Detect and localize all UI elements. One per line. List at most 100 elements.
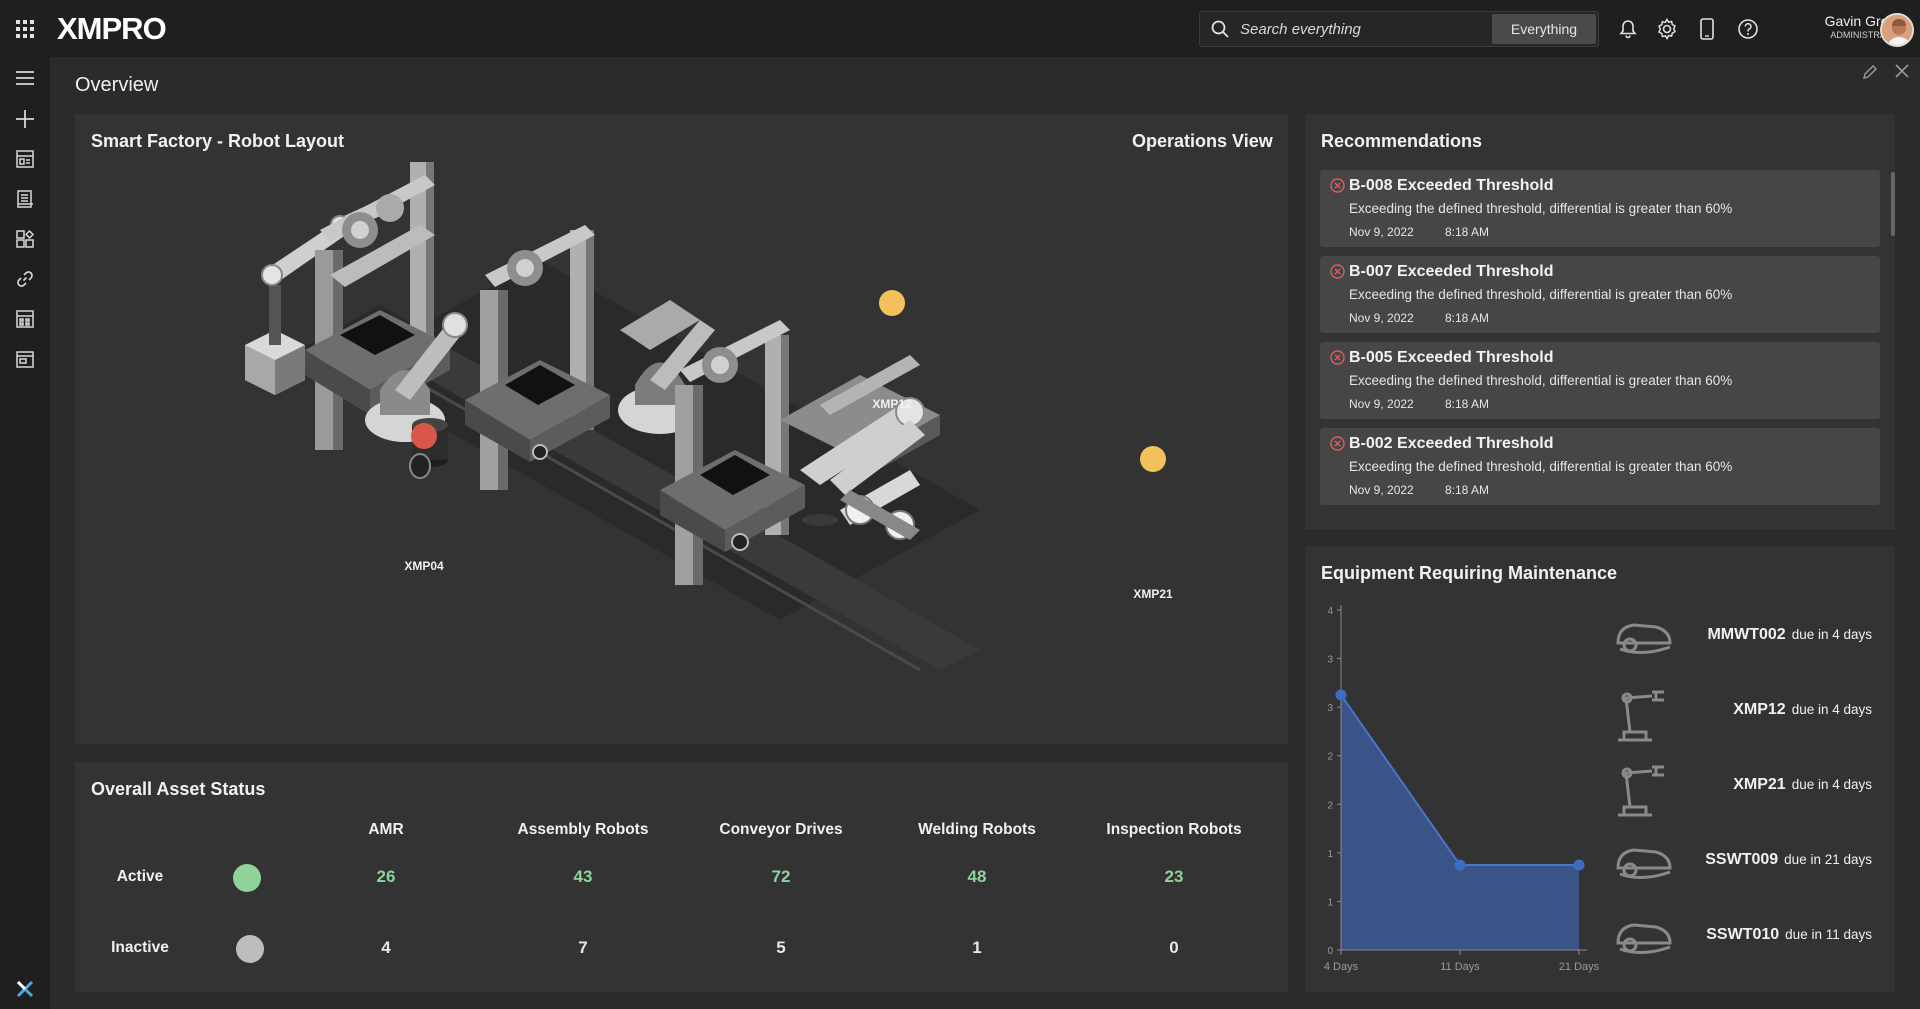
gear-icon[interactable]: [1655, 17, 1679, 41]
robot-arm-right: [802, 420, 925, 540]
calculator-icon[interactable]: [12, 306, 38, 332]
asset-status-title: Overall Asset Status: [91, 779, 266, 799]
search-icon[interactable]: [1200, 20, 1240, 38]
factory-panel-title: Smart Factory - Robot Layout: [91, 131, 345, 151]
column-header-assembly-robots: Assembly Robots: [517, 821, 649, 838]
maintenance-title: Equipment Requiring Maintenance: [1321, 563, 1618, 583]
amr-icon: [1612, 613, 1674, 664]
maintenance-item-due: due in 21 days: [1784, 852, 1872, 867]
search-scope-dropdown[interactable]: Everything: [1492, 14, 1596, 44]
inactive-assembly-robots-value: 7: [578, 938, 588, 957]
help-icon[interactable]: [1736, 17, 1760, 41]
recommendation-date: Nov 9, 2022: [1349, 483, 1414, 497]
y-tick-label: 3: [1327, 655, 1333, 666]
recommendation-time: 8:18 AM: [1445, 225, 1490, 239]
marker-xmp21[interactable]: [1140, 446, 1166, 472]
mobile-device-icon[interactable]: [1695, 17, 1719, 41]
column-header-welding-robots: Welding Robots: [918, 821, 1036, 838]
recommendation-card[interactable]: B-007 Exceeded Threshold Exceeding the d…: [1320, 256, 1880, 333]
link-icon[interactable]: [12, 266, 38, 292]
marker-label-xmp12: XMP12: [872, 397, 912, 411]
recommendation-title: B-005 Exceeded Threshold: [1349, 349, 1554, 366]
maintenance-chart: 0 1 1 2 2 3 3 4 4 Days 11 Days 21 Days: [1324, 605, 1600, 973]
asset-status-panel: [75, 762, 1288, 992]
recommendation-title: B-007 Exceeded Threshold: [1349, 263, 1554, 280]
xmpro-mark-icon[interactable]: [12, 976, 38, 1002]
maintenance-item-id: SSWT009: [1705, 851, 1779, 868]
error-circle-icon: [1330, 350, 1345, 370]
top-bar: XMPRO: [0, 0, 1920, 57]
active-status-dot: [233, 864, 261, 892]
recommendation-title: B-008 Exceeded Threshold: [1349, 177, 1554, 194]
maintenance-item[interactable]: XMP21 due in 4 days: [1612, 758, 1892, 818]
recommendations-scrollbar[interactable]: [1891, 172, 1895, 236]
maintenance-item-id: XMP12: [1733, 701, 1786, 718]
y-tick-label: 2: [1327, 800, 1333, 811]
active-conveyor-drives-value: 72: [771, 867, 791, 886]
inactive-welding-robots-value: 1: [972, 938, 982, 957]
maintenance-item-due: due in 4 days: [1791, 777, 1872, 792]
page-title: Overview: [75, 74, 159, 96]
maintenance-item[interactable]: SSWT009 due in 21 days: [1612, 833, 1892, 893]
x-tick-label: 21 Days: [1559, 961, 1600, 973]
recommendation-description: Exceeding the defined threshold, differe…: [1349, 287, 1733, 302]
gantry-station-2: [465, 225, 610, 490]
active-welding-robots-value: 48: [967, 867, 987, 886]
bell-icon[interactable]: [1616, 17, 1640, 41]
avatar[interactable]: [1880, 13, 1914, 47]
column-header-inspection-robots: Inspection Robots: [1106, 821, 1242, 838]
amr-icon: [1612, 913, 1674, 964]
maintenance-item[interactable]: MMWT002 due in 4 days: [1612, 608, 1892, 668]
inactive-conveyor-drives-value: 5: [776, 938, 786, 957]
marker-xmp12[interactable]: [879, 290, 905, 316]
recommendation-description: Exceeding the defined threshold, differe…: [1349, 201, 1733, 216]
chart-point: [1335, 689, 1347, 701]
error-circle-icon: [1330, 436, 1345, 456]
chart-point: [1573, 859, 1585, 871]
global-search: Everything: [1199, 11, 1599, 47]
app-logo[interactable]: XMPRO: [57, 10, 167, 46]
apps-grid-icon[interactable]: [0, 0, 50, 57]
recommendation-date: Nov 9, 2022: [1349, 311, 1414, 325]
recommendation-card[interactable]: B-008 Exceeded Threshold Exceeding the d…: [1320, 170, 1880, 247]
recommendation-card[interactable]: B-002 Exceeded Threshold Exceeding the d…: [1320, 428, 1880, 505]
chart-area: [1341, 695, 1579, 950]
calendar-icon[interactable]: [12, 346, 38, 372]
document-icon[interactable]: [12, 186, 38, 212]
factory-illustration: [245, 162, 1166, 672]
widgets-icon[interactable]: [12, 226, 38, 252]
inactive-amr-value: 4: [381, 938, 391, 957]
maintenance-item[interactable]: SSWT010 due in 11 days: [1612, 908, 1892, 968]
robot-arm-icon: [1612, 763, 1674, 824]
column-header-amr: AMR: [368, 821, 404, 838]
row-label-inactive: Inactive: [111, 939, 169, 956]
dashboard-icon[interactable]: [12, 146, 38, 172]
recommendation-card[interactable]: B-005 Exceeded Threshold Exceeding the d…: [1320, 342, 1880, 419]
recommendation-time: 8:18 AM: [1445, 311, 1490, 325]
marker-label-xmp04: XMP04: [404, 559, 444, 573]
recommendation-time: 8:18 AM: [1445, 397, 1490, 411]
operations-view-link[interactable]: Operations View: [1132, 131, 1273, 151]
add-icon[interactable]: [12, 106, 38, 132]
row-label-active: Active: [116, 868, 164, 885]
y-tick-label: 4: [1327, 606, 1333, 617]
recommendation-title: B-002 Exceeded Threshold: [1349, 435, 1554, 452]
inactive-inspection-robots-value: 0: [1169, 938, 1179, 957]
sidebar: [0, 57, 50, 1009]
maintenance-item[interactable]: XMP12 due in 4 days: [1612, 683, 1892, 743]
edit-icon[interactable]: [1862, 64, 1878, 85]
close-icon[interactable]: [1895, 64, 1909, 83]
recommendation-date: Nov 9, 2022: [1349, 397, 1414, 411]
y-tick-label: 0: [1327, 946, 1333, 957]
recommendations-title: Recommendations: [1321, 131, 1483, 151]
maintenance-item-due: due in 4 days: [1791, 627, 1872, 642]
y-tick-label: 3: [1327, 703, 1333, 714]
search-input[interactable]: [1240, 20, 1490, 38]
recommendation-description: Exceeding the defined threshold, differe…: [1349, 373, 1733, 388]
menu-icon[interactable]: [12, 65, 38, 91]
marker-xmp04[interactable]: [411, 423, 437, 449]
y-tick-label: 1: [1327, 849, 1333, 860]
maintenance-item-id: MMWT002: [1707, 626, 1786, 643]
maintenance-item-due: due in 4 days: [1791, 702, 1872, 717]
y-tick-label: 2: [1327, 752, 1333, 763]
